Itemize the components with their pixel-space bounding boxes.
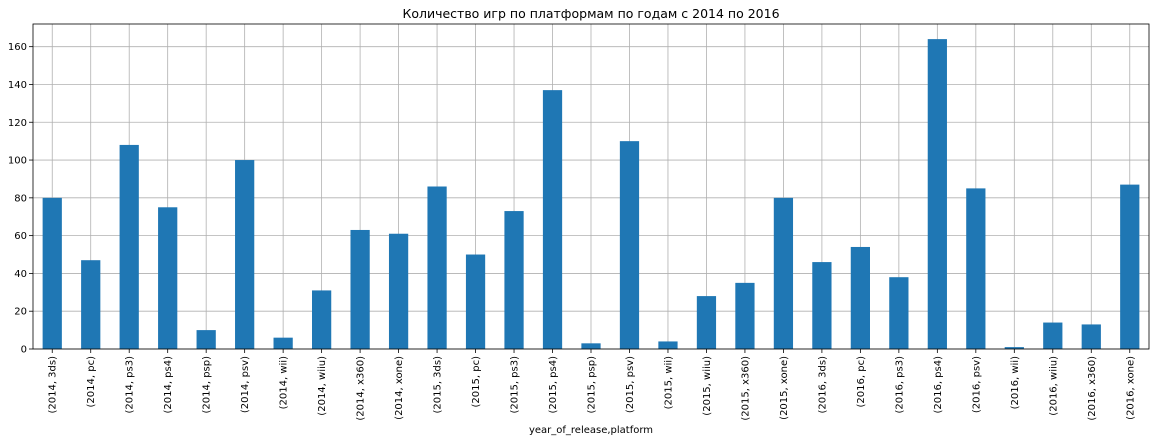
x-tick-label: (2016, pc) xyxy=(856,356,867,408)
bar xyxy=(350,229,370,349)
bar xyxy=(1004,347,1024,349)
x-tick-label: (2015, psp) xyxy=(587,356,598,414)
bar xyxy=(388,233,409,349)
x-tick-label: (2016, xone) xyxy=(1125,356,1136,420)
bar xyxy=(427,186,447,349)
x-tick-label: (2014, 3ds) xyxy=(48,356,59,414)
y-tick-label: 40 xyxy=(14,269,27,280)
bar xyxy=(619,141,640,349)
bar xyxy=(504,211,524,349)
x-tick-label: (2014, ps3) xyxy=(125,356,136,414)
x-tick-label: (2015, ps4) xyxy=(548,356,559,414)
x-tick-label: (2015, x360) xyxy=(740,356,751,421)
bar xyxy=(696,296,717,349)
y-tick-label: 0 xyxy=(21,345,27,356)
x-tick-label: (2014, ps4) xyxy=(163,356,174,414)
x-tick-label: (2014, pc) xyxy=(86,356,97,408)
x-tick-label: (2014, x360) xyxy=(356,356,367,421)
bar xyxy=(312,290,332,349)
y-tick-label: 140 xyxy=(8,80,27,91)
x-tick-label: (2016, ps4) xyxy=(933,356,944,414)
bar xyxy=(542,90,563,349)
bar xyxy=(889,277,909,349)
bar xyxy=(735,282,755,349)
bar xyxy=(235,160,255,349)
x-tick-label: (2015, 3ds) xyxy=(433,356,444,414)
x-tick-label: (2015, wiiu) xyxy=(702,356,713,416)
x-tick-label: (2016, 3ds) xyxy=(817,356,828,414)
y-tick-label: 60 xyxy=(14,231,27,242)
x-tick-label: (2014, wiiu) xyxy=(317,356,328,416)
bar xyxy=(1120,184,1140,349)
bar xyxy=(465,254,486,349)
bar xyxy=(1043,322,1063,349)
bar xyxy=(773,197,794,349)
x-tick-label: (2015, pc) xyxy=(471,356,482,408)
x-tick-label: (2016, ps3) xyxy=(894,356,905,414)
x-tick-label: (2016, psv) xyxy=(971,356,982,413)
y-tick-label: 20 xyxy=(14,307,27,318)
bar xyxy=(196,330,216,349)
bar xyxy=(273,337,293,349)
y-tick-label: 80 xyxy=(14,193,27,204)
x-tick-label: (2016, x360) xyxy=(1087,356,1098,421)
bar xyxy=(158,207,178,349)
axes xyxy=(29,23,1150,353)
x-tick-label: (2015, ps3) xyxy=(510,356,521,414)
bar xyxy=(927,39,947,350)
x-tick-label: (2014, psv) xyxy=(240,356,251,413)
x-tick-label: (2016, wiiu) xyxy=(1048,356,1059,416)
x-tick-label: (2015, xone) xyxy=(779,356,790,420)
bar xyxy=(850,246,870,349)
x-axis-label: year_of_release,platform xyxy=(529,425,653,436)
y-tick-label: 100 xyxy=(8,156,27,167)
x-tick-label: (2014, wii) xyxy=(279,356,290,409)
y-tick-labels: 0 20 40 60 80 100 120 140 160 xyxy=(8,42,27,355)
bar xyxy=(81,260,101,349)
x-tick-label: (2016, wii) xyxy=(1010,356,1021,409)
chart-title: Количество игр по платформам по годам с … xyxy=(402,6,779,21)
x-tick-label: (2015, wii) xyxy=(663,356,674,409)
bar xyxy=(812,262,832,349)
x-tick-labels: (2014, 3ds) (2014, pc) (2014, ps3) (2014, p… xyxy=(48,356,1137,421)
bars xyxy=(42,39,1140,350)
x-tick-label: (2015, psv) xyxy=(625,356,636,413)
bar xyxy=(1081,324,1101,349)
bar xyxy=(119,144,139,349)
y-tick-label: 160 xyxy=(8,42,27,53)
x-tick-label: (2014, xone) xyxy=(394,356,405,420)
bar xyxy=(42,197,62,349)
bar xyxy=(966,188,986,349)
bar xyxy=(658,341,678,349)
bar xyxy=(581,343,601,349)
y-tick-label: 120 xyxy=(8,118,27,129)
x-tick-label: (2014, psp) xyxy=(202,356,213,414)
